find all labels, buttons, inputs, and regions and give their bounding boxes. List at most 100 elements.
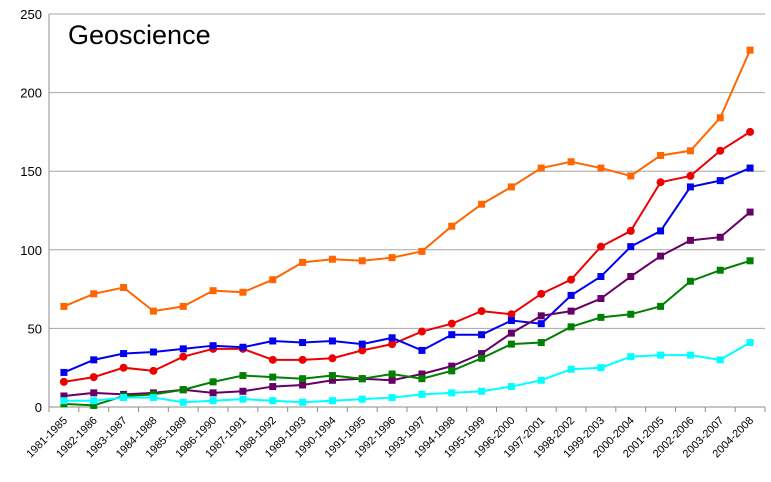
data-point bbox=[358, 375, 366, 383]
data-point bbox=[657, 351, 665, 359]
data-point bbox=[656, 178, 665, 187]
data-point bbox=[268, 355, 277, 364]
data-point bbox=[209, 287, 217, 295]
data-point bbox=[597, 364, 605, 372]
data-point bbox=[746, 164, 754, 172]
data-point bbox=[507, 317, 515, 325]
data-point bbox=[448, 362, 456, 370]
data-point bbox=[328, 397, 336, 405]
data-point bbox=[90, 356, 98, 364]
data-point bbox=[537, 376, 545, 384]
data-point bbox=[716, 114, 724, 122]
data-point bbox=[179, 302, 187, 310]
data-point bbox=[269, 397, 277, 405]
series-line bbox=[63, 341, 751, 404]
data-point bbox=[597, 164, 605, 172]
data-point bbox=[299, 339, 307, 347]
series-line bbox=[63, 131, 751, 383]
data-point bbox=[269, 383, 277, 391]
data-point bbox=[627, 310, 635, 318]
data-point bbox=[418, 375, 426, 383]
data-point bbox=[388, 340, 397, 349]
data-point bbox=[448, 367, 456, 375]
data-point bbox=[239, 343, 247, 351]
data-point bbox=[448, 389, 456, 397]
data-point bbox=[507, 383, 515, 391]
data-point bbox=[597, 295, 605, 303]
data-point bbox=[657, 227, 665, 235]
data-point bbox=[746, 257, 754, 265]
data-point bbox=[537, 312, 545, 320]
data-point bbox=[418, 346, 426, 354]
data-point bbox=[149, 394, 157, 402]
data-point bbox=[537, 289, 546, 298]
data-point bbox=[90, 397, 98, 405]
data-point bbox=[716, 266, 724, 274]
data-point bbox=[120, 350, 128, 358]
data-point bbox=[328, 354, 337, 363]
data-point bbox=[657, 302, 665, 310]
data-point bbox=[537, 320, 545, 328]
data-point bbox=[567, 275, 576, 284]
data-point bbox=[119, 363, 128, 372]
data-point bbox=[597, 313, 605, 321]
data-point bbox=[567, 365, 575, 373]
series-line bbox=[63, 259, 751, 407]
data-point bbox=[328, 372, 336, 380]
data-point bbox=[626, 226, 635, 235]
data-point bbox=[179, 398, 187, 406]
data-point bbox=[328, 337, 336, 345]
data-point bbox=[328, 376, 336, 384]
data-point bbox=[59, 377, 68, 386]
data-point bbox=[478, 387, 486, 395]
data-point bbox=[269, 373, 277, 381]
data-point bbox=[209, 342, 217, 350]
data-point bbox=[239, 372, 247, 380]
data-point bbox=[418, 390, 426, 398]
data-point bbox=[269, 337, 277, 345]
y-tick-label: 100 bbox=[20, 243, 42, 258]
data-point bbox=[358, 395, 366, 403]
data-point bbox=[686, 277, 694, 285]
data-point bbox=[567, 291, 575, 299]
data-point bbox=[239, 387, 247, 395]
data-point bbox=[448, 222, 456, 230]
data-point bbox=[417, 327, 426, 336]
data-point bbox=[269, 276, 277, 284]
data-point bbox=[657, 252, 665, 260]
data-point bbox=[627, 273, 635, 281]
data-point bbox=[388, 334, 396, 342]
data-point bbox=[388, 376, 396, 384]
data-point bbox=[478, 350, 486, 358]
data-point bbox=[477, 307, 486, 316]
data-point bbox=[567, 323, 575, 331]
data-point bbox=[627, 243, 635, 251]
data-point bbox=[716, 146, 725, 155]
data-point bbox=[448, 331, 456, 339]
data-point bbox=[179, 352, 188, 361]
data-point bbox=[686, 171, 695, 180]
y-tick-label: 150 bbox=[20, 164, 42, 179]
data-point bbox=[179, 386, 187, 394]
data-point bbox=[388, 254, 396, 262]
data-point bbox=[716, 177, 724, 185]
data-point bbox=[418, 370, 426, 378]
data-point bbox=[746, 339, 754, 347]
chart-title: Geoscience bbox=[68, 20, 211, 50]
data-point bbox=[60, 368, 68, 376]
series-line bbox=[63, 211, 751, 397]
data-point bbox=[299, 398, 307, 406]
data-point bbox=[567, 158, 575, 166]
data-point bbox=[120, 394, 128, 402]
data-point bbox=[507, 310, 516, 319]
data-point bbox=[179, 345, 187, 353]
data-point bbox=[60, 392, 68, 400]
data-point bbox=[657, 151, 665, 159]
data-point bbox=[507, 329, 515, 337]
data-point bbox=[299, 381, 307, 389]
data-point bbox=[597, 273, 605, 281]
data-point bbox=[89, 373, 98, 382]
series-line bbox=[63, 49, 751, 313]
